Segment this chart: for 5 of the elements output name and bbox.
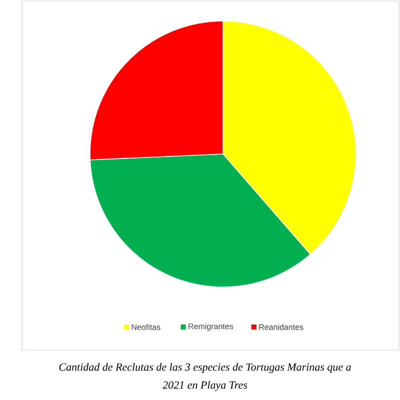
text: Cantidad de Reclutas de las 3 especies de Tortugas Marinas que a: [59, 363, 351, 373]
legend-label: Remigrantes: [188, 323, 234, 331]
legend-label: Neofitas: [132, 324, 160, 330]
legend-label: Reanidantes: [259, 324, 304, 330]
text: 2021 en Playa Tres: [162, 381, 248, 391]
